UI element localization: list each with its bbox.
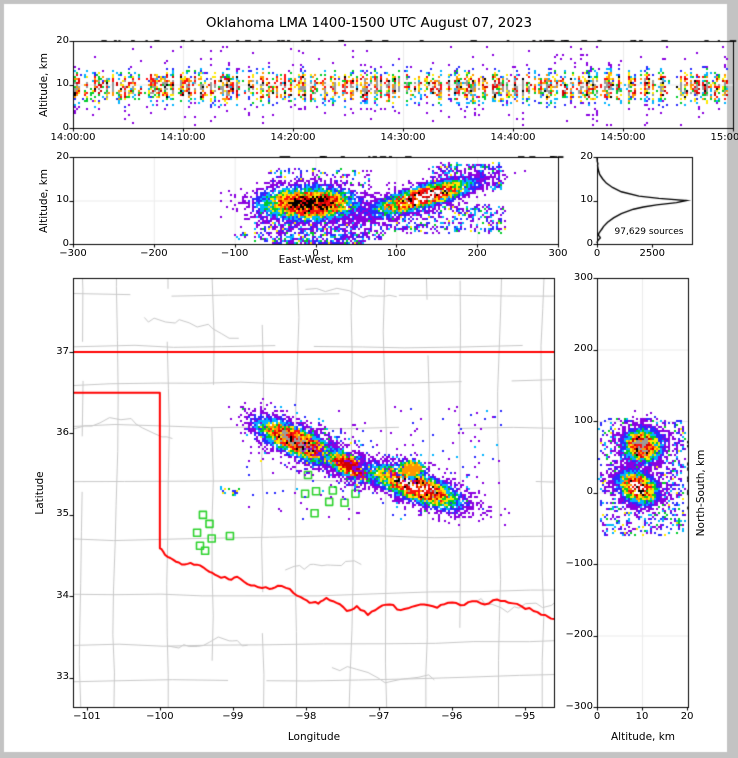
ns-height-xlabel: Altitude, km (610, 731, 676, 743)
plan-view-map-xtick-label: −95 (514, 711, 536, 722)
plan-view-map-xtick-label: −99 (222, 711, 244, 722)
time-height-xtick-label: 14:10:00 (160, 132, 206, 143)
ns-height-ytick-label: −200 (565, 629, 593, 640)
time-height-xtick-label: 14:00:00 (50, 132, 96, 143)
ew-height-xtick-label: 0 (312, 248, 319, 259)
plan-view-map-ytick-label: 37 (56, 345, 69, 357)
plan-view-map-xtick-label: −100 (146, 711, 174, 722)
plan-view-map-xtick-label: −101 (73, 711, 101, 722)
plan-view-map-ytick-label: 33 (56, 671, 69, 683)
plan-view-map-panel (73, 278, 554, 707)
ns-height-ytick-label: −300 (565, 700, 593, 712)
ew-height-xtick-label: 300 (548, 248, 568, 259)
time-height-panel (73, 41, 733, 128)
plan-view-map-ytick-label: 35 (56, 508, 69, 520)
time-height-xtick-label: 14:30:00 (380, 132, 426, 143)
ns-height-ytick-label: 300 (573, 271, 593, 283)
time-height-ytick-label: 10 (56, 78, 69, 89)
ew-height-panel (73, 157, 558, 244)
time-height-ytick-label: 20 (56, 34, 69, 46)
ns-height-xtick-label: 0 (593, 711, 601, 722)
plan-view-map-xtick-label: −97 (368, 711, 390, 722)
ew-height-xtick-label: −100 (220, 248, 249, 259)
plan-view-map-xtick-label: −98 (295, 711, 317, 722)
plan-view-map-ytick-label: 36 (56, 426, 69, 438)
plan-view-map-xtick-label: −96 (441, 711, 463, 722)
ew-height-xtick-label: −200 (140, 248, 168, 259)
ns-height-ytick-label: −100 (565, 557, 593, 569)
time-height-ytick-label: 0 (62, 121, 69, 133)
ew-height-ytick-label: 10 (56, 194, 69, 205)
ns-height-ytick-label: 0 (586, 486, 593, 497)
ew-height-xlabel: East-West, km (278, 254, 354, 266)
ns-height-ytick-label: 200 (573, 343, 593, 354)
ns-height-xtick-label: 20 (680, 711, 694, 722)
time-height-xtick-label: 14:40:00 (490, 132, 536, 143)
time-height-xtick-label: 15:00:00 (710, 132, 738, 143)
ns-height-ylabel: North-South, km (695, 449, 707, 537)
altitude-histogram-ytick-label: 10 (580, 194, 593, 205)
altitude-histogram-xtick-label: 2500 (639, 248, 665, 259)
plan-view-map-ytick-label: 34 (56, 589, 69, 601)
ew-height-xtick-label: 200 (467, 248, 487, 259)
source-count-annotation: 97,629 sources (614, 227, 684, 237)
ew-height-ytick-label: 20 (56, 150, 69, 162)
altitude-histogram-ytick-label: 0 (586, 237, 593, 249)
ns-height-panel (597, 278, 688, 707)
figure-title: Oklahoma LMA 1400-1500 UTC August 07, 20… (205, 15, 533, 31)
altitude-histogram-ytick-label: 20 (580, 150, 593, 162)
ew-height-xtick-label: 100 (386, 248, 406, 259)
ns-height-xtick-label: 10 (635, 711, 649, 722)
ns-height-ytick-label: 100 (573, 414, 593, 426)
ew-height-ytick-label: 0 (62, 237, 69, 249)
time-height-xtick-label: 14:50:00 (600, 132, 646, 143)
map-xlabel: Longitude (287, 731, 341, 743)
ew-height-xtick-label: −300 (59, 248, 87, 259)
time-height-xtick-label: 14:20:00 (270, 132, 316, 143)
altitude-histogram-xtick-label: 0 (593, 248, 601, 259)
